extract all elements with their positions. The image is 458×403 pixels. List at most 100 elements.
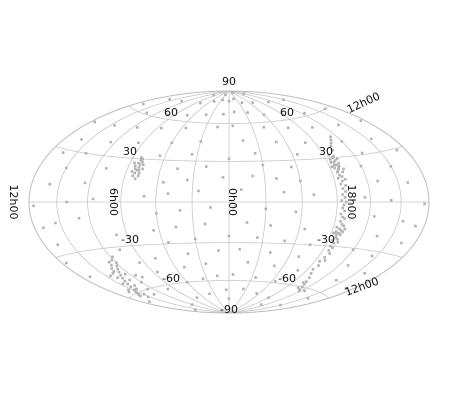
data-point: [331, 246, 334, 250]
data-point: [340, 175, 344, 178]
data-point: [209, 206, 212, 209]
data-point: [48, 182, 52, 186]
data-point: [279, 303, 282, 307]
data-point: [238, 247, 241, 251]
data-point: [128, 278, 131, 282]
data-point: [77, 216, 81, 220]
data-point: [174, 225, 178, 229]
data-point: [116, 276, 119, 280]
data-point: [227, 157, 231, 161]
data-point: [140, 156, 143, 159]
data-point: [281, 113, 285, 117]
data-point: [121, 276, 124, 280]
data-point: [336, 237, 339, 241]
data-point: [267, 296, 270, 299]
data-point: [115, 264, 119, 268]
data-point: [334, 233, 338, 236]
data-point: [339, 182, 343, 186]
data-point: [167, 241, 170, 244]
data-point: [298, 179, 302, 183]
data-point: [304, 280, 308, 283]
data-point: [329, 161, 333, 164]
data-point: [135, 291, 139, 295]
data-point: [168, 97, 172, 101]
data-point: [400, 241, 403, 245]
data-point: [340, 223, 344, 226]
data-point: [261, 163, 265, 167]
data-point: [199, 101, 202, 105]
data-point: [339, 229, 343, 232]
data-point: [64, 261, 68, 265]
meridian-60: [228, 90, 303, 314]
data-point: [290, 165, 293, 169]
data-point: [231, 273, 235, 276]
data-point: [133, 164, 137, 168]
data-point: [54, 221, 57, 225]
data-point: [375, 234, 379, 238]
data-point: [199, 140, 203, 143]
data-point: [185, 281, 189, 284]
data-point: [141, 157, 144, 161]
data-point: [312, 193, 316, 197]
data-point: [346, 264, 350, 267]
data-point: [343, 196, 347, 199]
lat-label-minus-90: -90: [220, 303, 238, 316]
data-point: [329, 244, 332, 248]
data-point: [121, 282, 125, 286]
lon-label-6h00: 6h00: [107, 188, 120, 216]
data-point: [268, 251, 272, 254]
data-point: [138, 261, 141, 264]
data-point: [339, 233, 342, 237]
lat-label-60: 60: [164, 106, 178, 119]
data-point: [224, 288, 228, 292]
data-point: [297, 255, 300, 258]
data-point: [255, 292, 258, 295]
data-point: [332, 163, 336, 167]
data-point: [56, 243, 60, 246]
lat-label-minus-30-right: -30: [317, 233, 335, 246]
data-point: [88, 275, 92, 279]
data-point: [152, 229, 155, 232]
meridian--90: [120, 90, 230, 314]
data-point: [195, 296, 199, 299]
data-point: [126, 282, 129, 286]
data-point: [329, 138, 333, 142]
data-point: [123, 279, 127, 283]
data-point: [303, 289, 306, 293]
data-point: [132, 288, 136, 292]
data-point: [141, 163, 145, 167]
data-point: [376, 179, 379, 183]
data-point: [332, 160, 336, 164]
data-point: [241, 139, 245, 142]
data-point: [341, 193, 344, 196]
data-point: [267, 100, 270, 104]
lat-label-minus-60-right: -60: [278, 272, 296, 285]
data-point: [114, 261, 118, 264]
data-point: [61, 151, 65, 154]
data-point: [178, 209, 182, 212]
data-point: [401, 219, 405, 223]
data-point: [332, 231, 335, 235]
data-point: [227, 297, 231, 300]
data-point: [351, 248, 355, 252]
data-point: [341, 215, 344, 219]
data-point: [406, 181, 410, 184]
data-point: [338, 227, 341, 231]
data-point: [112, 270, 116, 273]
data-point: [64, 166, 68, 170]
data-point: [370, 254, 374, 258]
data-point: [341, 179, 344, 183]
lat-label-minus-60: -60: [162, 272, 180, 285]
meridian--30: [191, 90, 230, 314]
data-point: [363, 272, 366, 275]
data-point: [242, 287, 245, 291]
data-point: [116, 267, 119, 271]
data-point: [301, 281, 305, 284]
data-point: [83, 181, 87, 185]
data-point: [306, 296, 310, 300]
data-point: [359, 164, 363, 168]
data-point: [334, 278, 338, 282]
data-point: [264, 207, 268, 211]
data-point: [341, 170, 344, 174]
data-point: [303, 227, 307, 231]
